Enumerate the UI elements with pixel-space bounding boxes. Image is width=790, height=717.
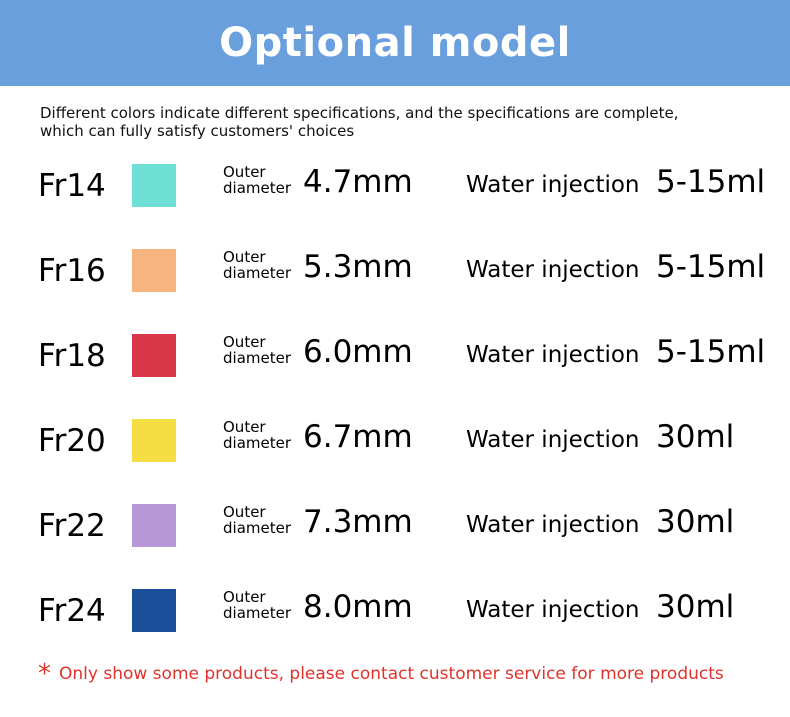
footnote: * Only show some products, please contact… (38, 659, 724, 689)
water-injection-value: 5-15ml (656, 334, 766, 370)
outer-diameter-value: 6.7mm (303, 419, 413, 455)
outer-label-line2: diameter (223, 264, 291, 282)
color-swatch (132, 164, 176, 207)
model-name: Fr20 (38, 423, 106, 459)
water-injection-label: Water injection (466, 257, 640, 283)
color-swatch (132, 334, 176, 377)
header-banner: Optional model (0, 0, 790, 86)
color-swatch (132, 589, 176, 632)
outer-label-line1: Outer (223, 503, 266, 521)
model-row: Fr18 Outer diameter 6.0mm Water injection 5-1… (0, 328, 790, 388)
outer-diameter-label: Outer diameter (223, 164, 291, 196)
footnote-star: * (38, 659, 51, 689)
outer-label-line2: diameter (223, 179, 291, 197)
water-injection-label: Water injection (466, 342, 640, 368)
outer-diameter-value: 8.0mm (303, 589, 413, 625)
model-name: Fr16 (38, 253, 106, 289)
outer-label-line1: Outer (223, 163, 266, 181)
intro-text: Different colors indicate different spec… (40, 104, 760, 140)
page-title: Optional model (219, 20, 571, 66)
outer-label-line1: Outer (223, 333, 266, 351)
water-injection-value: 30ml (656, 419, 735, 455)
outer-diameter-value: 7.3mm (303, 504, 413, 540)
model-name: Fr22 (38, 508, 106, 544)
water-injection-label: Water injection (466, 512, 640, 538)
outer-label-line1: Outer (223, 248, 266, 266)
outer-diameter-label: Outer diameter (223, 504, 291, 536)
model-row: Fr22 Outer diameter 7.3mm Water injection 30m… (0, 498, 790, 558)
outer-diameter-value: 5.3mm (303, 249, 413, 285)
outer-label-line1: Outer (223, 588, 266, 606)
intro-line-2: which can fully satisfy customers' choic… (40, 122, 355, 140)
model-name: Fr18 (38, 338, 106, 374)
water-injection-label: Water injection (466, 172, 640, 198)
water-injection-value: 5-15ml (656, 164, 766, 200)
outer-label-line2: diameter (223, 349, 291, 367)
water-injection-label: Water injection (466, 427, 640, 453)
water-injection-value: 5-15ml (656, 249, 766, 285)
outer-diameter-value: 6.0mm (303, 334, 413, 370)
model-row: Fr16 Outer diameter 5.3mm Water injection 5-1… (0, 243, 790, 303)
model-row: Fr14 Outer diameter 4.7mm Water injection 5-1… (0, 158, 790, 218)
model-row: Fr20 Outer diameter 6.7mm Water injection 30m… (0, 413, 790, 473)
model-name: Fr14 (38, 168, 106, 204)
outer-diameter-label: Outer diameter (223, 419, 291, 451)
color-swatch (132, 504, 176, 547)
water-injection-value: 30ml (656, 589, 735, 625)
outer-label-line1: Outer (223, 418, 266, 436)
color-swatch (132, 419, 176, 462)
outer-diameter-label: Outer diameter (223, 249, 291, 281)
outer-label-line2: diameter (223, 519, 291, 537)
outer-diameter-label: Outer diameter (223, 589, 291, 621)
outer-label-line2: diameter (223, 604, 291, 622)
outer-label-line2: diameter (223, 434, 291, 452)
model-row: Fr24 Outer diameter 8.0mm Water injection 30m… (0, 583, 790, 643)
water-injection-value: 30ml (656, 504, 735, 540)
model-name: Fr24 (38, 593, 106, 629)
footnote-text: Only show some products, please contact … (59, 664, 724, 684)
water-injection-label: Water injection (466, 597, 640, 623)
outer-diameter-value: 4.7mm (303, 164, 413, 200)
intro-line-1: Different colors indicate different spec… (40, 104, 679, 122)
outer-diameter-label: Outer diameter (223, 334, 291, 366)
color-swatch (132, 249, 176, 292)
